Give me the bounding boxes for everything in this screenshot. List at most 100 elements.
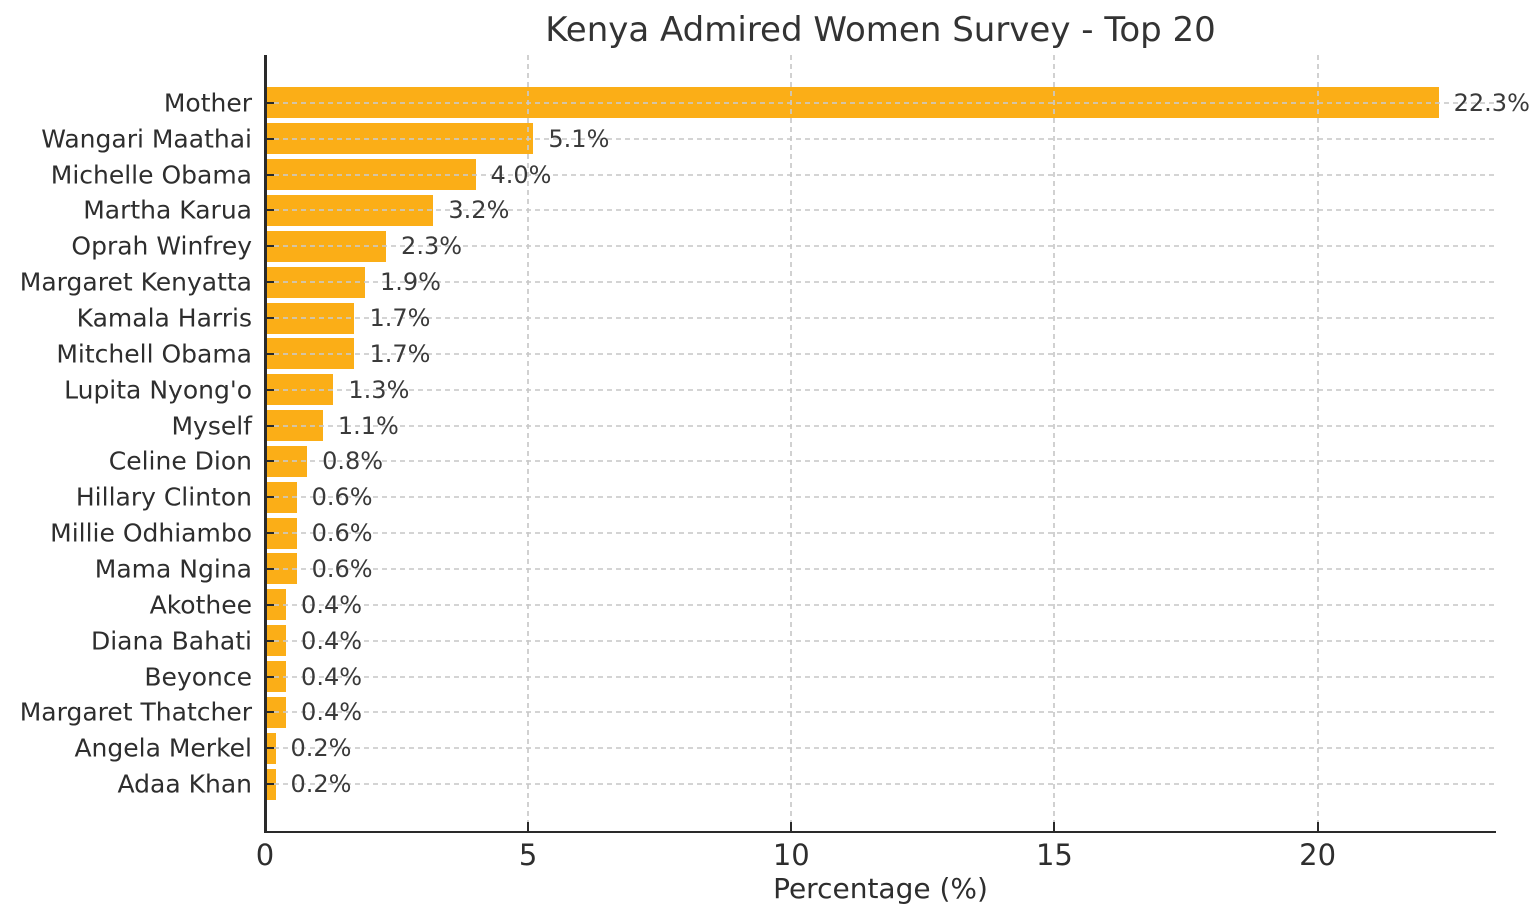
x-axis-spine (264, 830, 1496, 833)
value-label: 5.1% (548, 124, 610, 153)
horizontal-gridline (265, 281, 1496, 284)
value-label: 0.2% (290, 770, 352, 799)
y-tick-mark (265, 747, 274, 750)
chart-row: Margaret Kenyatta 1.9% (20, 264, 1496, 300)
y-tick-mark (265, 603, 274, 606)
value-label: 4.0% (490, 160, 552, 189)
y-tick-mark (265, 460, 274, 463)
chart-row: Beyonce 0.4% (144, 659, 1496, 695)
category-label: Myself (171, 411, 252, 441)
category-label: Martha Karua (83, 195, 252, 225)
x-tick-label: 10 (772, 838, 810, 872)
x-tick-mark (1053, 821, 1056, 831)
x-tick-label: 5 (518, 838, 538, 872)
x-tick-mark (527, 821, 530, 831)
value-label: 1.1% (337, 411, 399, 440)
y-tick-mark (265, 424, 274, 427)
horizontal-gridline (265, 209, 1496, 212)
chart-row: Angela Merkel 0.2% (74, 730, 1496, 766)
category-label: Celine Dion (108, 446, 252, 476)
y-tick-mark (265, 281, 274, 284)
horizontal-gridline (265, 137, 1496, 140)
value-label: 0.2% (290, 734, 352, 763)
category-label: Akothee (149, 590, 252, 620)
chart-row: Diana Bahati 0.4% (91, 623, 1496, 659)
category-label: Oprah Winfrey (71, 231, 252, 261)
chart-row: Mitchell Obama 1.7% (56, 336, 1496, 372)
horizontal-gridline (265, 783, 1496, 786)
x-tick-label: 15 (1035, 838, 1073, 872)
category-label: Michelle Obama (50, 160, 252, 190)
category-label: Beyonce (144, 662, 252, 692)
y-tick-mark (265, 496, 274, 499)
y-tick-mark (265, 245, 274, 248)
y-tick-mark (265, 209, 274, 212)
category-label: Kamala Harris (76, 303, 252, 333)
category-label: Millie Odhiambo (50, 518, 252, 548)
value-label: 0.4% (301, 662, 363, 691)
chart-row: Wangari Maathai 5.1% (41, 121, 1496, 157)
horizontal-gridline (265, 245, 1496, 248)
x-tick-label: 20 (1299, 838, 1337, 872)
horizontal-gridline (265, 424, 1496, 427)
value-label: 0.6% (311, 519, 373, 548)
value-label: 1.7% (369, 304, 431, 333)
x-tick-label: 0 (255, 838, 275, 872)
horizontal-gridline (265, 567, 1496, 570)
plot-area: Mother 22.3% Wangari Maathai 5.1% Michelle O… (20, 55, 1530, 833)
chart-row: Kamala Harris 1.7% (77, 300, 1496, 336)
chart-title: Kenya Admired Women Survey - Top 20 (545, 10, 1216, 50)
chart-row: Millie Odhiambo 0.6% (50, 515, 1496, 551)
horizontal-gridline (265, 675, 1496, 678)
horizontal-gridline (265, 603, 1496, 606)
category-label: Diana Bahati (90, 626, 252, 656)
value-label: 0.4% (301, 698, 363, 727)
horizontal-gridline (265, 173, 1496, 176)
y-axis-spine (264, 55, 267, 832)
chart-row: Akothee 0.4% (150, 587, 1496, 623)
value-label: 0.6% (311, 554, 373, 583)
y-tick-mark (265, 639, 274, 642)
y-tick-mark (265, 352, 274, 355)
category-label: Hillary Clinton (75, 482, 252, 512)
horizontal-gridline (265, 711, 1496, 714)
category-label: Mother (163, 88, 252, 118)
category-label: Lupita Nyong'o (64, 375, 252, 405)
chart-row: Oprah Winfrey 2.3% (71, 228, 1496, 264)
value-label: 1.3% (348, 375, 410, 404)
horizontal-gridline (265, 352, 1496, 355)
horizontal-gridline (265, 747, 1496, 750)
horizontal-gridline (265, 496, 1496, 499)
value-label: 22.3% (1453, 88, 1530, 117)
value-label: 1.9% (379, 268, 441, 297)
chart-row: Mother 22.3% (164, 85, 1530, 121)
y-tick-mark (265, 532, 274, 535)
category-label: Margaret Kenyatta (19, 267, 252, 297)
horizontal-gridline (265, 388, 1496, 391)
chart-row: Mama Ngina 0.6% (95, 551, 1496, 587)
y-tick-mark (265, 711, 274, 714)
x-axis-label: Percentage (%) (773, 872, 988, 905)
chart-row: Martha Karua 3.2% (83, 193, 1496, 229)
y-tick-mark (265, 173, 274, 176)
value-label: 3.2% (448, 196, 510, 225)
vertical-gridline (1316, 55, 1319, 832)
y-tick-mark (265, 317, 274, 320)
y-tick-mark (265, 567, 274, 570)
y-tick-mark (265, 675, 274, 678)
value-label: 0.6% (311, 483, 373, 512)
chart-row: Adaa Khan 0.2% (117, 766, 1496, 802)
value-label: 0.4% (301, 626, 363, 655)
category-label: Adaa Khan (117, 769, 252, 799)
category-label: Margaret Thatcher (19, 697, 252, 727)
value-label: 0.8% (322, 447, 384, 476)
category-label: Mama Ngina (94, 554, 252, 584)
chart-row: Lupita Nyong'o 1.3% (64, 372, 1496, 408)
vertical-gridline (527, 55, 530, 832)
bar-rows: Mother 22.3% Wangari Maathai 5.1% Michelle O… (20, 85, 1530, 802)
chart-row: Michelle Obama 4.0% (51, 157, 1496, 193)
horizontal-gridline (265, 317, 1496, 320)
vertical-gridline (790, 55, 793, 832)
x-tick-mark (1316, 821, 1319, 831)
y-tick-mark (265, 783, 274, 786)
